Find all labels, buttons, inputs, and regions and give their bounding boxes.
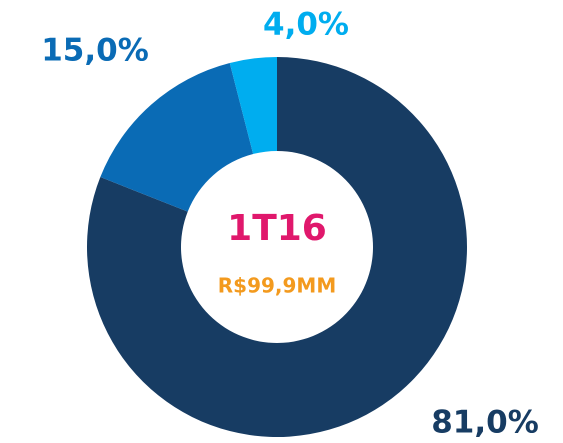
center-label: 1T16: [227, 208, 327, 249]
data-label: 15,0%: [41, 33, 149, 69]
donut-slice: [100, 62, 254, 212]
data-label: 81,0%: [431, 405, 539, 441]
donut-slice: [87, 57, 468, 437]
center-label: R$99,9MM: [218, 274, 336, 298]
data-label: 4,0%: [263, 7, 349, 43]
donut-slice: [229, 57, 277, 155]
